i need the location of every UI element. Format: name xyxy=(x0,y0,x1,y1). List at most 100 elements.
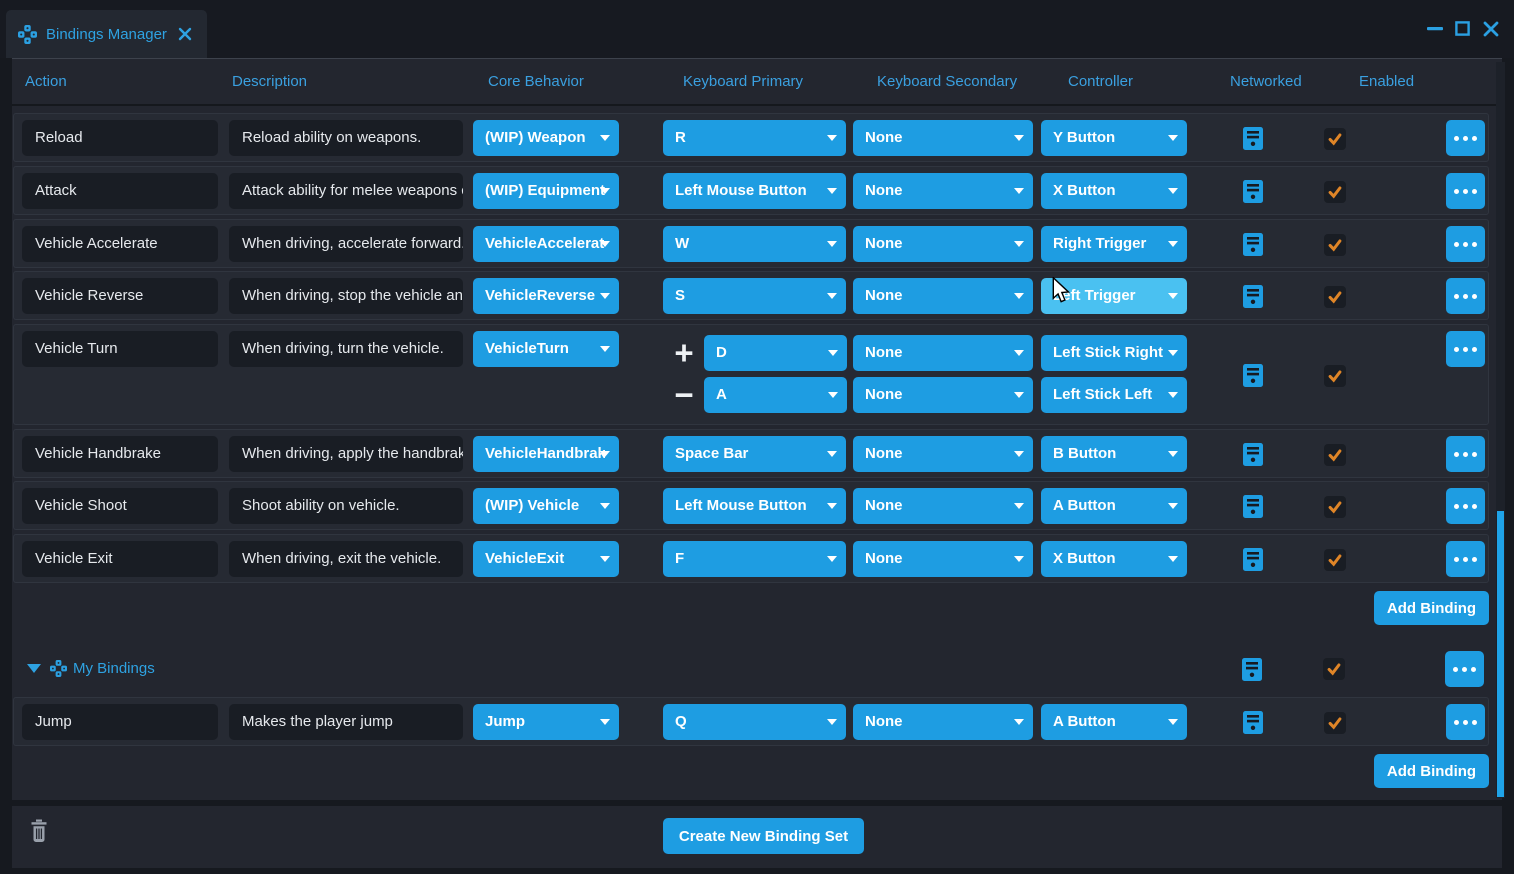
keyboard-secondary-dropdown[interactable]: None xyxy=(853,488,1033,524)
controller-dropdown[interactable]: Y Button xyxy=(1041,120,1187,156)
more-options-button[interactable] xyxy=(1446,331,1485,367)
networked-icon[interactable] xyxy=(1242,658,1262,681)
networked-icon[interactable] xyxy=(1243,285,1263,308)
maximize-button[interactable] xyxy=(1454,20,1471,37)
keyboard-secondary-dropdown[interactable]: None xyxy=(853,278,1033,314)
keyboard-primary-dropdown[interactable]: Left Mouse Button xyxy=(663,173,846,209)
core-behavior-dropdown[interactable]: VehicleExit xyxy=(473,541,619,577)
description-input[interactable]: Makes the player jump xyxy=(229,704,463,740)
core-behavior-dropdown[interactable]: VehicleTurn xyxy=(473,331,619,367)
core-behavior-dropdown[interactable]: VehicleAccelerate xyxy=(473,226,619,262)
keyboard-secondary-dropdown[interactable]: None xyxy=(853,226,1033,262)
action-input[interactable]: Jump xyxy=(22,704,218,740)
more-options-button[interactable] xyxy=(1446,541,1485,577)
description-input[interactable]: Reload ability on weapons. xyxy=(229,120,463,156)
enabled-checkbox[interactable] xyxy=(1324,444,1346,466)
controller-dropdown[interactable]: X Button xyxy=(1041,173,1187,209)
keyboard-secondary-dropdown[interactable]: None xyxy=(853,436,1033,472)
keyboard-secondary-dropdown[interactable]: None xyxy=(853,335,1033,371)
enabled-checkbox[interactable] xyxy=(1324,549,1346,571)
description-input[interactable]: When driving, apply the handbrake xyxy=(229,436,463,472)
action-input[interactable]: Vehicle Handbrake xyxy=(22,436,218,472)
more-options-button[interactable] xyxy=(1446,120,1485,156)
description-input[interactable]: When driving, accelerate forward. xyxy=(229,226,463,262)
keyboard-secondary-dropdown[interactable]: None xyxy=(853,704,1033,740)
action-input[interactable]: Vehicle Shoot xyxy=(22,488,218,524)
keyboard-primary-dropdown[interactable]: S xyxy=(663,278,846,314)
core-behavior-dropdown[interactable]: (WIP) Weapon xyxy=(473,120,619,156)
keyboard-primary-dropdown[interactable]: W xyxy=(663,226,846,262)
action-input[interactable]: Attack xyxy=(22,173,218,209)
networked-icon[interactable] xyxy=(1243,127,1263,150)
controller-dropdown[interactable]: Right Trigger xyxy=(1041,226,1187,262)
action-input[interactable]: Vehicle Reverse xyxy=(22,278,218,314)
keyboard-primary-dropdown[interactable]: R xyxy=(663,120,846,156)
close-button[interactable] xyxy=(1482,20,1499,37)
controller-dropdown[interactable]: A Button xyxy=(1041,488,1187,524)
description-input[interactable]: When driving, exit the vehicle. xyxy=(229,541,463,577)
description-input[interactable]: Attack ability for melee weapons c xyxy=(229,173,463,209)
networked-icon[interactable] xyxy=(1243,364,1263,387)
controller-dropdown[interactable]: Left Trigger xyxy=(1041,278,1187,314)
description-input[interactable]: When driving, turn the vehicle. xyxy=(229,331,463,367)
core-behavior-dropdown[interactable]: Jump xyxy=(473,704,619,740)
core-behavior-dropdown[interactable]: (WIP) Vehicle xyxy=(473,488,619,524)
networked-icon[interactable] xyxy=(1243,495,1263,518)
keyboard-secondary-dropdown[interactable]: None xyxy=(853,120,1033,156)
more-options-button[interactable] xyxy=(1446,226,1485,262)
enabled-checkbox[interactable] xyxy=(1324,234,1346,256)
keyboard-secondary-dropdown[interactable]: None xyxy=(853,377,1033,413)
more-options-button[interactable] xyxy=(1446,704,1485,740)
keyboard-primary-dropdown[interactable]: Space Bar xyxy=(663,436,846,472)
networked-icon[interactable] xyxy=(1243,180,1263,203)
description-input[interactable]: When driving, stop the vehicle and xyxy=(229,278,463,314)
controller-dropdown[interactable]: A Button xyxy=(1041,704,1187,740)
more-options-button[interactable] xyxy=(1446,488,1485,524)
more-options-button[interactable] xyxy=(1446,278,1485,314)
minimize-button[interactable] xyxy=(1426,20,1443,37)
keyboard-primary-dropdown[interactable]: F xyxy=(663,541,846,577)
tab-bindings-manager[interactable]: Bindings Manager xyxy=(6,10,207,58)
action-input[interactable]: Vehicle Exit xyxy=(22,541,218,577)
core-behavior-dropdown[interactable]: VehicleHandbrake xyxy=(473,436,619,472)
networked-icon[interactable] xyxy=(1243,548,1263,571)
action-input[interactable]: Vehicle Accelerate xyxy=(22,226,218,262)
more-options-button[interactable] xyxy=(1445,651,1484,687)
core-behavior-dropdown[interactable]: (WIP) Equipment xyxy=(473,173,619,209)
enabled-checkbox[interactable] xyxy=(1324,181,1346,203)
add-binding-button[interactable]: Add Binding xyxy=(1374,754,1489,788)
controller-dropdown[interactable]: B Button xyxy=(1041,436,1187,472)
enabled-checkbox[interactable] xyxy=(1324,496,1346,518)
more-options-button[interactable] xyxy=(1446,436,1485,472)
more-options-button[interactable] xyxy=(1446,173,1485,209)
description-input[interactable]: Shoot ability on vehicle. xyxy=(229,488,463,524)
networked-icon[interactable] xyxy=(1243,711,1263,734)
controller-dropdown[interactable]: Left Stick Right xyxy=(1041,335,1187,371)
enabled-checkbox[interactable] xyxy=(1324,286,1346,308)
enabled-checkbox[interactable] xyxy=(1324,365,1346,387)
controller-dropdown[interactable]: X Button xyxy=(1041,541,1187,577)
keyboard-primary-dropdown[interactable]: D xyxy=(704,335,847,371)
add-binding-button[interactable]: Add Binding xyxy=(1374,591,1489,625)
networked-icon[interactable] xyxy=(1243,443,1263,466)
action-input[interactable]: Reload xyxy=(22,120,218,156)
scrollbar-thumb[interactable] xyxy=(1497,511,1504,797)
tab-title: Bindings Manager xyxy=(46,25,167,43)
enabled-checkbox[interactable] xyxy=(1323,658,1345,680)
networked-icon[interactable] xyxy=(1243,233,1263,256)
enabled-checkbox[interactable] xyxy=(1324,712,1346,734)
action-input[interactable]: Vehicle Turn xyxy=(22,331,218,367)
keyboard-primary-dropdown[interactable]: Left Mouse Button xyxy=(663,488,846,524)
collapse-arrow-icon[interactable] xyxy=(27,664,41,673)
keyboard-primary-dropdown[interactable]: A xyxy=(704,377,847,413)
keyboard-secondary-dropdown[interactable]: None xyxy=(853,541,1033,577)
enabled-checkbox[interactable] xyxy=(1324,128,1346,150)
keyboard-primary-dropdown[interactable]: Q xyxy=(663,704,846,740)
core-behavior-dropdown[interactable]: VehicleReverse xyxy=(473,278,619,314)
scrollbar-track[interactable] xyxy=(1496,62,1505,798)
tab-close-icon[interactable] xyxy=(178,27,192,41)
keyboard-secondary-dropdown[interactable]: None xyxy=(853,173,1033,209)
delete-binding-set-button[interactable] xyxy=(29,819,49,843)
controller-dropdown[interactable]: Left Stick Left xyxy=(1041,377,1187,413)
create-new-binding-set-button[interactable]: Create New Binding Set xyxy=(663,818,864,854)
